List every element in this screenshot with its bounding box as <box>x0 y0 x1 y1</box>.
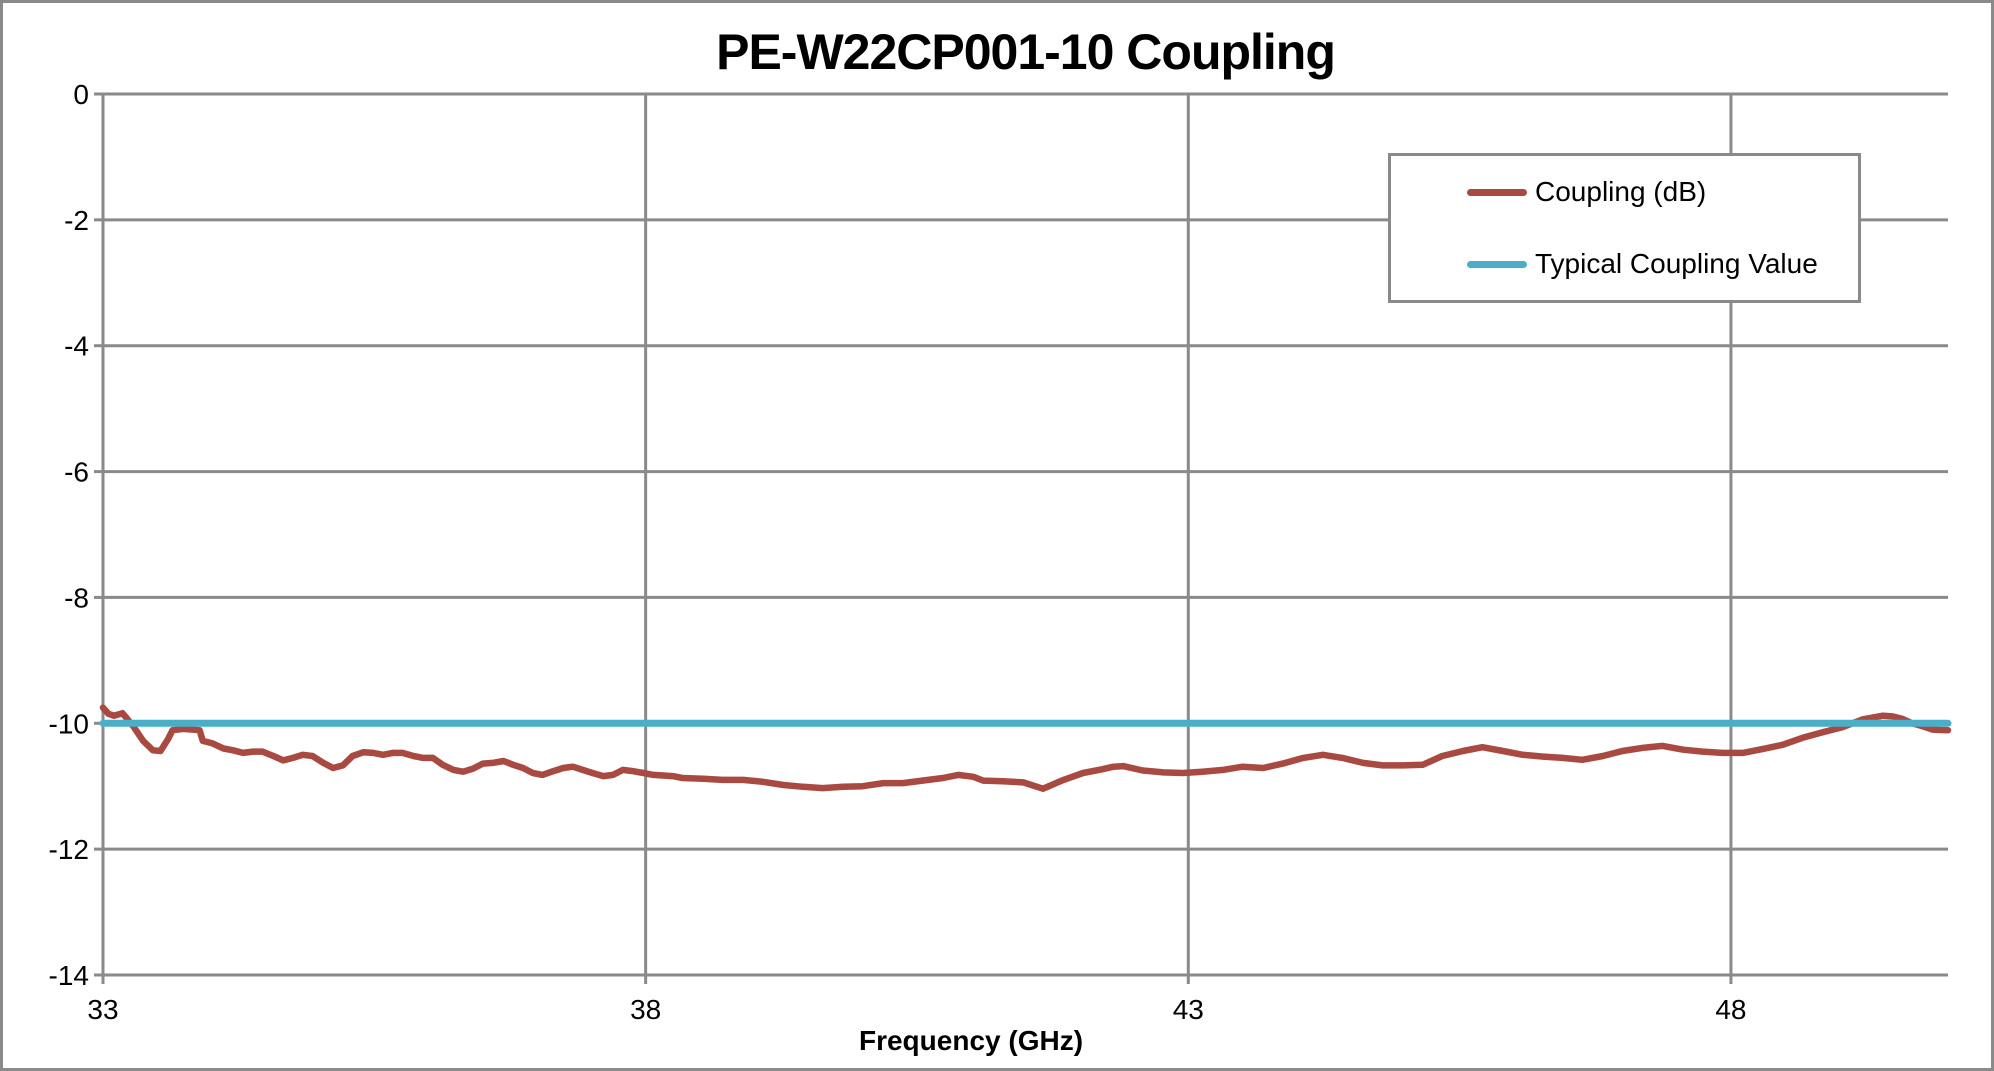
x-tick-label: 33 <box>87 994 118 1025</box>
x-axis-title: Frequency (GHz) <box>858 1025 1084 1056</box>
y-tick-label: 0 <box>73 79 89 110</box>
legend: Coupling (dB) Typical Coupling Value <box>1388 153 1861 303</box>
legend-item-typical: Typical Coupling Value <box>1467 248 1858 280</box>
y-tick-label: -10 <box>49 708 89 739</box>
y-tick-label: -6 <box>64 457 89 488</box>
coupling-series-line <box>99 704 1952 792</box>
legend-label-coupling: Coupling (dB) <box>1535 176 1707 207</box>
coupling-line-swatch <box>1467 188 1527 196</box>
chart-title: PE-W22CP001-10 Coupling <box>716 24 1336 80</box>
y-tick-label: -8 <box>64 582 89 613</box>
legend-label-typical: Typical Coupling Value <box>1535 248 1818 279</box>
legend-item-coupling: Coupling (dB) <box>1467 176 1858 208</box>
x-tick-label: 43 <box>1173 994 1204 1025</box>
typical-line-swatch <box>1467 260 1527 268</box>
y-tick-label: -4 <box>64 331 89 362</box>
x-tick-label: 38 <box>630 994 661 1025</box>
x-tick-label: 48 <box>1715 994 1746 1025</box>
y-tick-label: -14 <box>49 960 89 991</box>
y-tick-label: -2 <box>64 205 89 236</box>
y-tick-label: -12 <box>49 834 89 865</box>
